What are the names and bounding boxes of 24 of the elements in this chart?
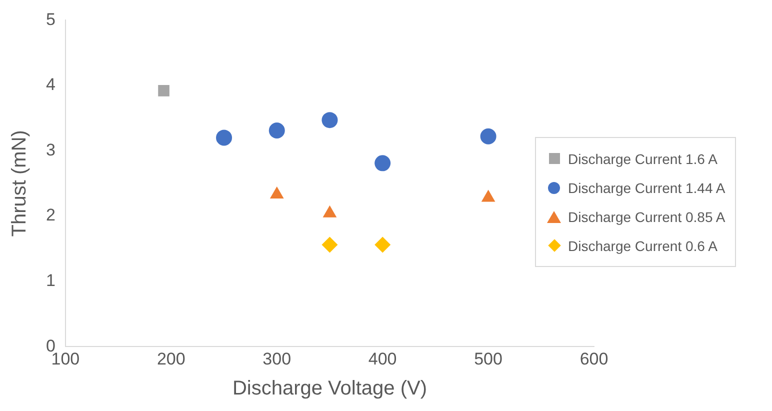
x-axis-title: Discharge Voltage (V) xyxy=(232,378,427,400)
point xyxy=(268,122,285,139)
x-tick-label: 500 xyxy=(474,349,502,368)
point xyxy=(374,236,391,253)
x-tick-label: 400 xyxy=(368,349,397,368)
x-tick-label: 600 xyxy=(580,349,608,368)
legend-label: Discharge Current 0.85 A xyxy=(568,208,726,224)
y-axis-title: Thrust (mN) xyxy=(8,130,31,237)
point xyxy=(480,128,496,144)
legend-label: Discharge Current 0.6 A xyxy=(568,238,718,254)
y-tick-label: 1 xyxy=(46,271,56,290)
y-tick-label: 3 xyxy=(46,140,56,160)
y-tick-label: 4 xyxy=(46,75,56,94)
point xyxy=(216,130,232,146)
point xyxy=(374,155,391,172)
y-tick-label: 5 xyxy=(46,10,56,29)
point xyxy=(322,236,338,253)
point xyxy=(322,112,338,128)
y-tick-label: 2 xyxy=(46,206,56,225)
legend-label: Discharge Current 1.44 A xyxy=(568,180,726,196)
point xyxy=(158,85,170,96)
x-tick-label: 200 xyxy=(156,349,186,368)
legend-label: Discharge Current 1.6 A xyxy=(568,150,718,166)
x-tick-label: 300 xyxy=(262,349,292,368)
